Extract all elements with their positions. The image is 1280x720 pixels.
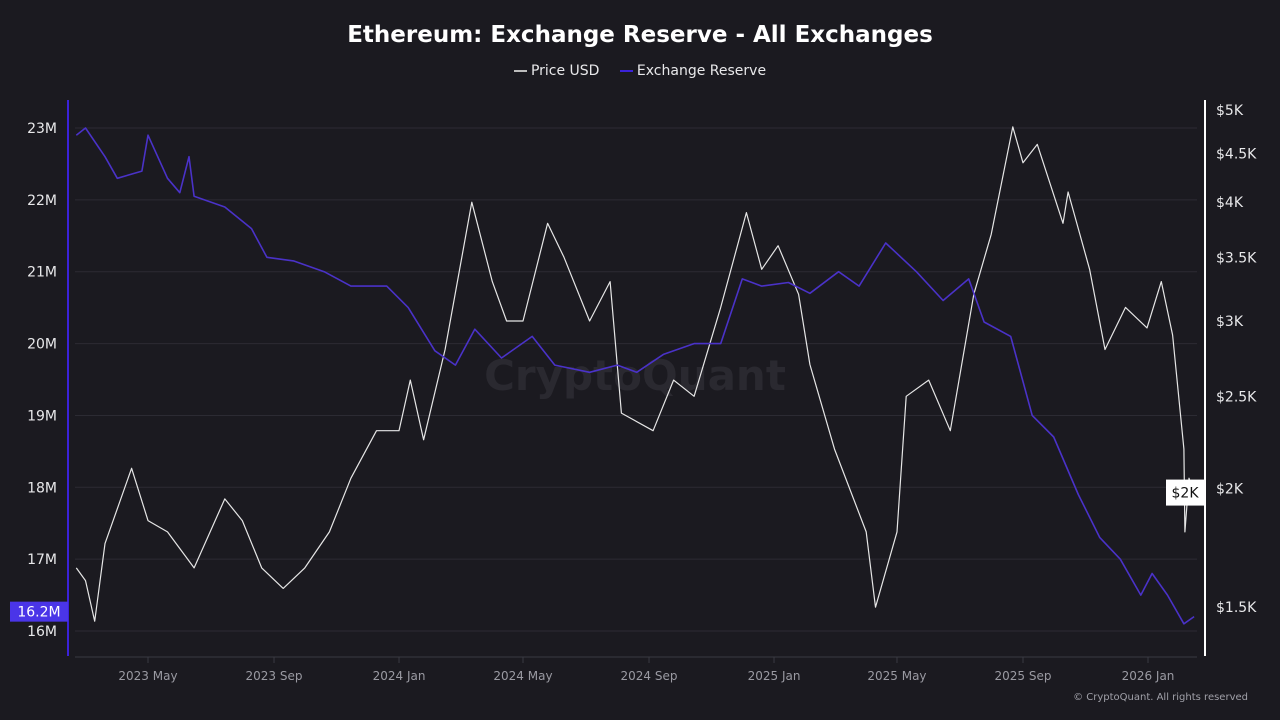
left-tick-label: 23M xyxy=(27,121,57,137)
price-usd-line xyxy=(75,126,1195,622)
left-tick-label: 17M xyxy=(27,552,57,568)
x-tick-label: 2025 May xyxy=(867,669,926,683)
exchange-reserve-line xyxy=(75,127,1195,625)
right-tick-label: $3K xyxy=(1216,314,1244,330)
right-tick-label: $5K xyxy=(1216,103,1244,119)
copyright: © CryptoQuant. All rights reserved xyxy=(1073,692,1248,703)
left-tick-label: 19M xyxy=(27,408,57,424)
x-tick-label: 2024 Sep xyxy=(621,669,678,683)
right-tick-label: $4K xyxy=(1216,195,1244,211)
legend-swatch-reserve xyxy=(619,70,633,72)
right-current-value: $2K xyxy=(1172,486,1200,502)
right-tick-label: $2K xyxy=(1216,481,1244,497)
x-tick-label: 2023 Sep xyxy=(246,669,303,683)
x-tick-label: 2023 May xyxy=(118,669,177,683)
x-tick-label: 2025 Sep xyxy=(995,669,1052,683)
watermark: CryptoQuant xyxy=(484,351,786,400)
x-tick-label: 2025 Jan xyxy=(748,669,801,683)
left-tick-label: 22M xyxy=(27,193,57,209)
right-tick-label: $1.5K xyxy=(1216,600,1257,616)
left-current-badge xyxy=(10,601,68,622)
right-tick-label: $2.5K xyxy=(1216,389,1257,405)
left-tick-label: 21M xyxy=(27,265,57,281)
right-tick-label: $3.5K xyxy=(1216,250,1257,266)
legend-item-reserve[interactable]: Exchange Reserve xyxy=(619,63,767,79)
x-tick-label: 2024 May xyxy=(493,669,552,683)
left-tick-label: 16M xyxy=(27,624,57,640)
legend-item-price[interactable]: Price USD xyxy=(513,63,600,79)
x-tick-label: 2024 Jan xyxy=(373,669,426,683)
left-current-value: 16.2M xyxy=(17,605,60,621)
legend: Price USD Exchange Reserve xyxy=(0,63,1280,79)
legend-label-reserve: Exchange Reserve xyxy=(636,63,767,79)
chart-title: Ethereum: Exchange Reserve - All Exchang… xyxy=(347,22,933,48)
x-tick-label: 2026 Jan xyxy=(1122,669,1175,683)
left-tick-label: 20M xyxy=(27,337,57,353)
right-tick-label: $4.5K xyxy=(1216,147,1257,163)
legend-swatch-price xyxy=(513,70,527,72)
left-tick-label: 18M xyxy=(27,480,57,496)
legend-label-price: Price USD xyxy=(530,63,600,79)
right-current-badge xyxy=(1166,479,1204,506)
